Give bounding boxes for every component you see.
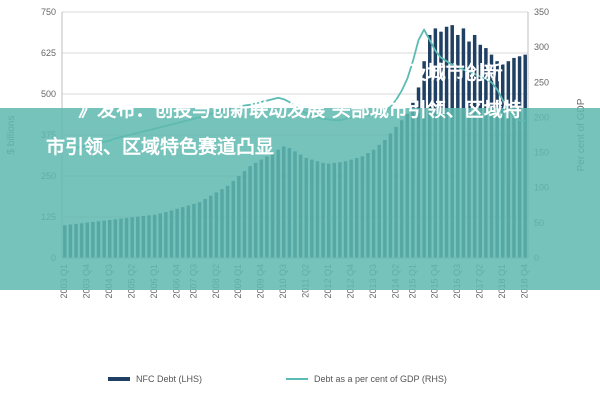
overlay-headline-line-3: 市引领、区域特色赛道凸显 xyxy=(45,136,274,158)
overlay-headline-line-1: 股票配资网站名 《中国城市创投活力及城市创新 xyxy=(97,62,503,84)
legend-swatch-nfc-debt xyxy=(108,377,130,381)
y-right-tick-label: 250 xyxy=(534,77,549,87)
y-right-tick-label: 350 xyxy=(534,7,549,17)
y-left-tick-label: 750 xyxy=(41,7,56,17)
y-left-tick-label: 625 xyxy=(41,48,56,58)
y-left-tick-label: 500 xyxy=(41,89,56,99)
legend-label-gdp-ratio: Debt as a per cent of GDP (RHS) xyxy=(314,374,447,384)
legend: NFC Debt (LHS) Debt as a per cent of GDP … xyxy=(108,374,447,384)
y-right-tick-label: 300 xyxy=(534,42,549,52)
overlay-banner xyxy=(0,108,600,290)
legend-label-nfc-debt: NFC Debt (LHS) xyxy=(136,374,202,384)
overlay-headline-line-2: 》发布：创投与创新联动发展 头部城市引领、区域特 xyxy=(78,99,522,121)
